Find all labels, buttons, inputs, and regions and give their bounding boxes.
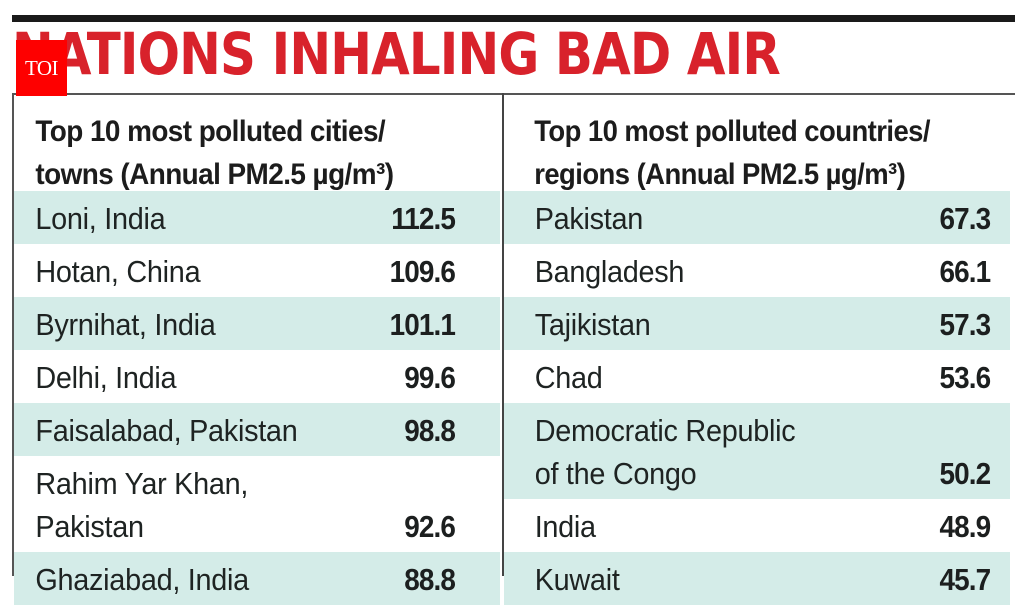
- city-value: 88.8: [404, 562, 456, 597]
- city-row: Delhi, India 99.6: [14, 350, 500, 403]
- city-name: Ghaziabad, India: [35, 562, 249, 597]
- cities-title-line2: towns (Annual PM2.5 µg/m³): [35, 158, 394, 191]
- city-value: 98.8: [404, 413, 456, 448]
- city-value: 92.6: [404, 509, 456, 544]
- country-value: 48.9: [939, 509, 991, 544]
- city-name: Faisalabad, Pakistan: [35, 413, 298, 448]
- cities-title-line1: Top 10 most polluted cities/: [35, 115, 386, 148]
- header-divider: [12, 93, 1015, 95]
- country-row: India 48.9: [504, 499, 1010, 552]
- city-name: Byrnihat, India: [35, 307, 216, 342]
- city-row: Rahim Yar Khan, Pakistan 92.6: [14, 456, 500, 552]
- city-row: Loni, India 112.5: [14, 191, 500, 244]
- city-name-line2: Pakistan: [35, 509, 144, 544]
- country-row: Bangladesh 66.1: [504, 244, 1010, 297]
- country-row: Chad 53.6: [504, 350, 1010, 403]
- city-name-line1: Rahim Yar Khan,: [35, 466, 249, 501]
- city-row: Byrnihat, India 101.1: [14, 297, 500, 350]
- countries-title-line1: Top 10 most polluted countries/: [534, 115, 930, 148]
- country-row: Kuwait 45.7: [504, 552, 1010, 605]
- country-name-line2: of the Congo: [534, 456, 697, 491]
- cities-panel-title: Top 10 most polluted cities/ towns (Annu…: [14, 95, 466, 191]
- top-rule: [12, 15, 1015, 22]
- country-value: 45.7: [939, 562, 991, 597]
- city-row: Ghaziabad, India 88.8: [14, 552, 500, 605]
- country-name: Chad: [534, 360, 603, 395]
- country-row: Tajikistan 57.3: [504, 297, 1010, 350]
- city-value: 109.6: [389, 254, 456, 289]
- toi-logo-badge: TOI: [16, 40, 67, 96]
- city-name: Rahim Yar Khan, Pakistan: [14, 462, 308, 548]
- country-row: Democratic Republic of the Congo 50.2: [504, 403, 1010, 499]
- city-value: 112.5: [391, 201, 456, 236]
- headline: NATIONS INHALING BAD AIR: [12, 20, 781, 88]
- country-name: India: [534, 509, 596, 544]
- country-value: 57.3: [939, 307, 991, 342]
- country-value: 67.3: [939, 201, 991, 236]
- country-name: Democratic Republic of the Congo: [504, 409, 843, 495]
- column-divider: [502, 93, 504, 576]
- city-row: Faisalabad, Pakistan 98.8: [14, 403, 500, 456]
- country-value: 66.1: [939, 254, 991, 289]
- country-value: 53.6: [939, 360, 991, 395]
- countries-panel-title: Top 10 most polluted countries/ regions …: [504, 95, 967, 191]
- country-name-line1: Democratic Republic: [534, 413, 796, 448]
- country-name: Bangladesh: [534, 254, 685, 289]
- countries-title-line2: regions (Annual PM2.5 µg/m³): [534, 158, 906, 191]
- city-value: 101.1: [389, 307, 456, 342]
- city-name: Hotan, China: [35, 254, 201, 289]
- city-value: 99.6: [404, 360, 456, 395]
- city-row: Hotan, China 109.6: [14, 244, 500, 297]
- cities-panel: Top 10 most polluted cities/ towns (Annu…: [14, 95, 500, 605]
- city-name: Delhi, India: [35, 360, 177, 395]
- country-name: Pakistan: [534, 201, 644, 236]
- country-value: 50.2: [939, 456, 991, 491]
- city-name: Loni, India: [35, 201, 166, 236]
- country-name: Kuwait: [534, 562, 620, 597]
- countries-panel: Top 10 most polluted countries/ regions …: [504, 95, 1010, 605]
- country-row: Pakistan 67.3: [504, 191, 1010, 244]
- left-border: [12, 93, 14, 576]
- country-name: Tajikistan: [534, 307, 651, 342]
